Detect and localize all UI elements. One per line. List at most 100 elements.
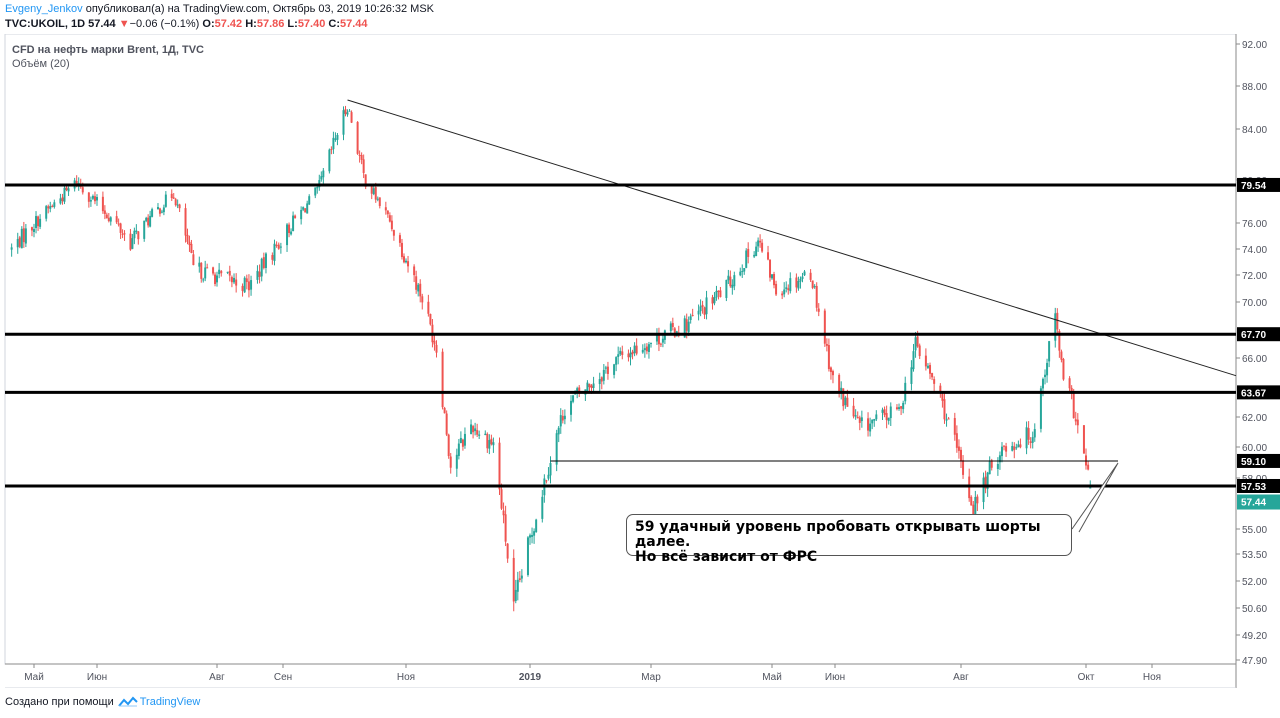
author-link[interactable]: Evgeny_Jenkov: [5, 3, 83, 15]
candle-body: [827, 345, 830, 370]
candle-body: [797, 281, 800, 289]
candle-body: [856, 416, 859, 419]
candle-body: [767, 252, 770, 260]
candle-body: [273, 243, 276, 262]
level-price-tag: [1237, 478, 1280, 493]
candle-body: [388, 215, 391, 222]
candle-body: [578, 387, 581, 394]
candle-body: [926, 365, 929, 368]
candle-body: [330, 149, 333, 151]
candle-body: [799, 278, 802, 282]
candle-body: [294, 215, 297, 219]
candle-body: [1058, 330, 1061, 351]
candle-body: [362, 159, 365, 173]
candle-body: [671, 322, 674, 328]
candles-group: [10, 105, 1092, 612]
candle-body: [655, 333, 658, 342]
published-text: опубликовал(а) на TradingView.com, Октяб…: [82, 3, 435, 15]
candle-body: [376, 198, 379, 200]
current-price-label: 57.44: [1241, 498, 1266, 509]
candle-body: [641, 349, 644, 353]
candle-body: [900, 406, 903, 409]
candle-body: [435, 344, 438, 353]
candle-body: [204, 267, 207, 279]
x-tick-label: Май: [762, 672, 782, 683]
candle-body: [875, 414, 878, 420]
candle-body: [89, 200, 92, 202]
candle-body: [1005, 446, 1008, 452]
x-tick-label: Июн: [825, 672, 845, 683]
candle-body: [895, 407, 898, 410]
candle-body: [488, 440, 491, 449]
candle-body: [914, 337, 917, 351]
candle-body: [256, 270, 259, 280]
candle-body: [374, 187, 377, 200]
candle-body: [350, 112, 353, 123]
candle-body: [982, 477, 985, 503]
candle-body: [147, 217, 150, 226]
candle-body: [22, 228, 25, 243]
candle-body: [202, 279, 205, 281]
candle-body: [421, 296, 424, 303]
candle-body: [563, 415, 566, 420]
price-change: −0.06 (−0.1%): [129, 18, 200, 30]
x-tick-label: Июн: [87, 672, 107, 683]
candle-body: [775, 283, 778, 295]
candle-body: [1074, 419, 1077, 422]
candle-body: [463, 433, 466, 446]
candle-body: [33, 229, 35, 232]
candle-body: [912, 351, 915, 370]
candle-body: [129, 233, 132, 250]
candle-body: [619, 350, 622, 355]
annotation-pointer: [1071, 462, 1119, 533]
x-tick-label: Ноя: [1143, 672, 1161, 683]
candle-body: [1031, 437, 1034, 443]
candle-body: [801, 276, 804, 279]
candle-body: [407, 261, 410, 267]
candle-body: [823, 310, 826, 344]
candle-body: [39, 218, 42, 227]
y-tick-label: 53.50: [1242, 550, 1267, 561]
last-price: 57.44: [88, 18, 116, 30]
candle-body: [59, 198, 62, 204]
candle-body: [230, 277, 233, 283]
candle-body: [378, 197, 381, 206]
candle-body: [247, 281, 250, 291]
x-tick-label: Сен: [274, 672, 292, 683]
candle-body: [145, 217, 148, 221]
candle-body: [131, 238, 134, 249]
candle-body: [51, 205, 54, 207]
footer-created-text: Создано при помощи: [5, 696, 114, 708]
candle-body: [316, 187, 319, 189]
candle-body: [889, 406, 892, 419]
candle-body: [1076, 419, 1079, 426]
y-tick-label: 60.00: [1242, 443, 1267, 454]
candle-body: [559, 415, 562, 427]
tradingview-brand[interactable]: TradingView: [117, 696, 200, 708]
candle-body: [427, 301, 430, 314]
candle-body: [417, 284, 420, 292]
y-tick-label: 66.00: [1242, 354, 1267, 365]
y-tick-label: 52.00: [1242, 577, 1267, 588]
candle-body: [220, 271, 223, 274]
candle-body: [188, 241, 191, 246]
candle-body: [759, 240, 762, 243]
current-price-tag: [1237, 494, 1280, 510]
candle-body: [1025, 427, 1028, 449]
y-tick-label: 92.00: [1242, 40, 1267, 51]
price-chart[interactable]: 92.0088.0084.0080.0076.0074.0072.0070.00…: [0, 34, 1280, 688]
candle-body: [344, 109, 347, 114]
annotation-callout[interactable]: 59 удачный уровень пробовать открывать ш…: [626, 514, 1072, 565]
candle-body: [75, 180, 78, 186]
candle-body: [871, 419, 874, 424]
candle-body: [214, 274, 217, 284]
candle-body: [852, 405, 855, 417]
candle-body: [813, 286, 816, 288]
candle-body: [787, 288, 790, 291]
candle-body: [160, 211, 163, 213]
y-tick-label: 76.00: [1242, 219, 1267, 230]
candle-body: [703, 307, 706, 315]
candle-body: [615, 357, 618, 365]
candle-body: [972, 504, 975, 518]
candle-body: [308, 196, 311, 205]
